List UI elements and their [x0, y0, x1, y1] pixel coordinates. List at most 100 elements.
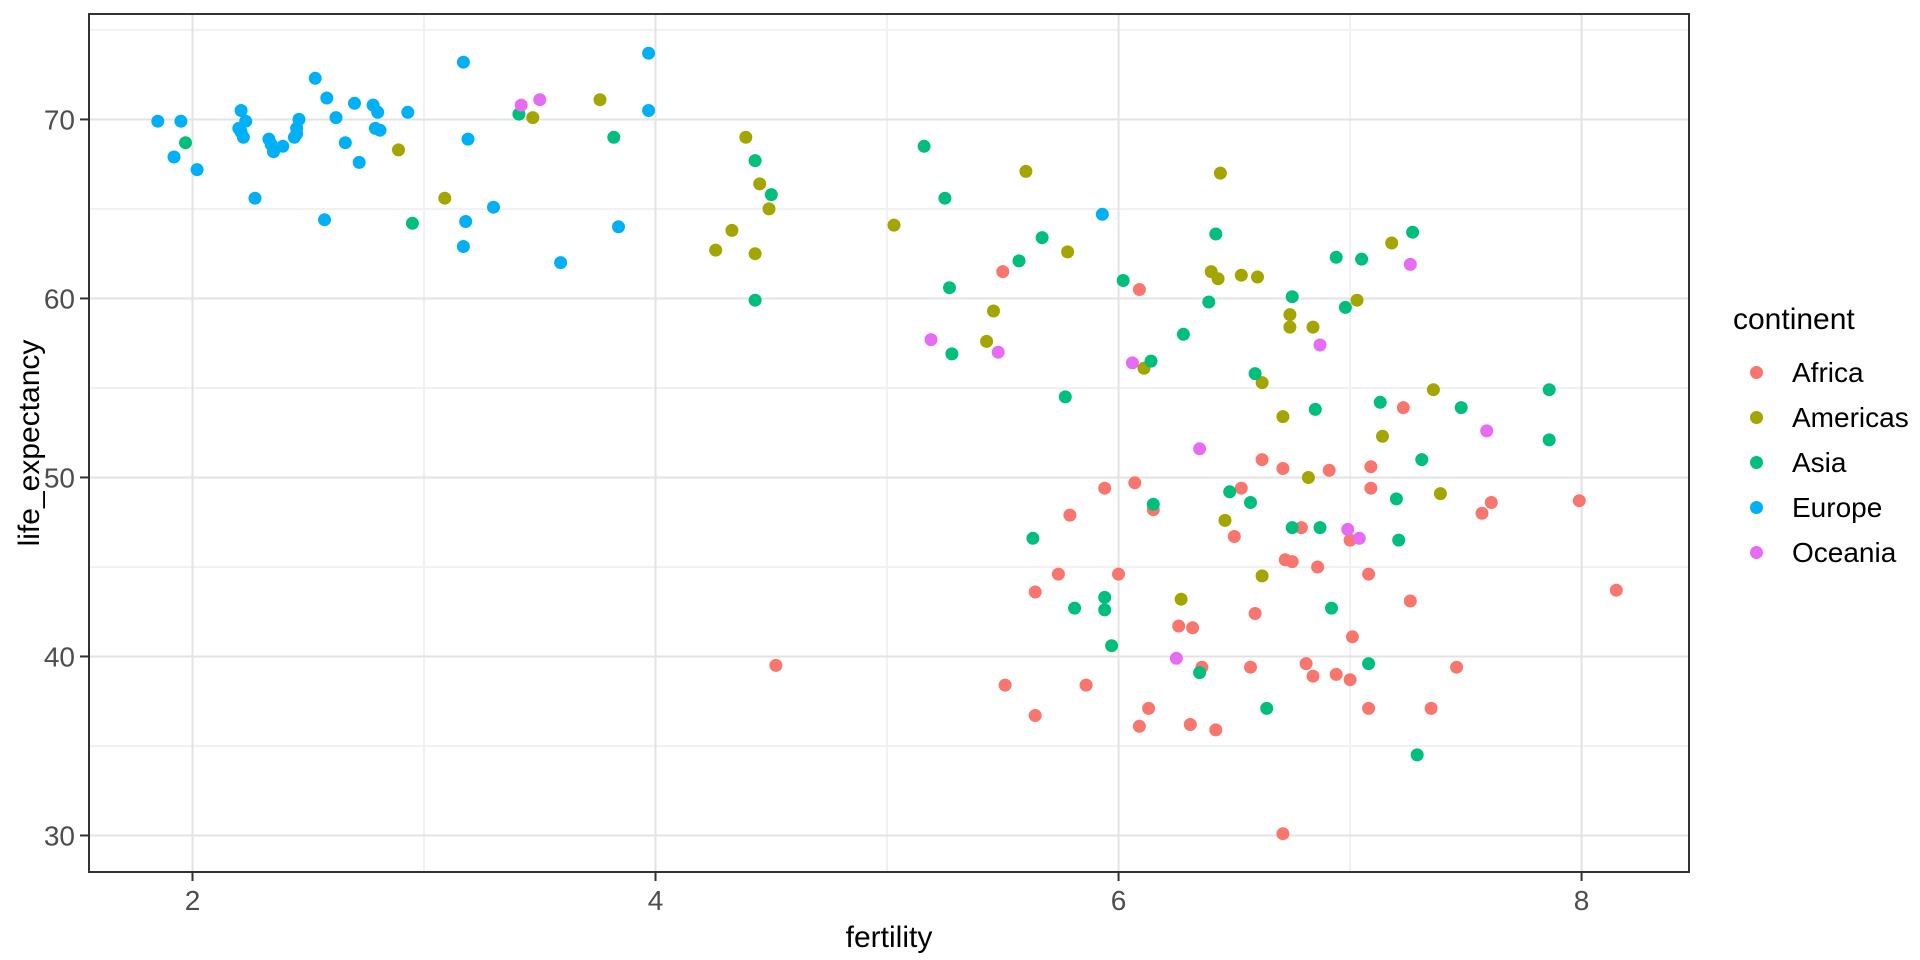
- data-point-asia: [1285, 521, 1299, 535]
- x-tick-label: 2: [185, 885, 201, 916]
- data-point-asia: [764, 188, 778, 202]
- data-point-europe: [456, 55, 470, 69]
- data-point-oceania: [1341, 522, 1355, 536]
- data-point-americas: [748, 247, 762, 261]
- y-tick-label: 40: [44, 641, 75, 672]
- data-point-africa: [1248, 607, 1262, 620]
- data-point-americas: [1061, 245, 1075, 259]
- legend-item-label: Oceania: [1792, 536, 1897, 568]
- data-point-africa: [1364, 481, 1378, 495]
- data-point-europe: [348, 96, 361, 110]
- legend-title: continent: [1733, 303, 1855, 336]
- y-tick-label: 60: [44, 283, 75, 314]
- data-point-asia: [748, 154, 762, 168]
- data-point-asia: [1325, 601, 1338, 615]
- data-point-africa: [1112, 567, 1125, 581]
- data-point-asia: [1223, 485, 1237, 499]
- data-point-asia: [748, 293, 762, 307]
- data-point-asia: [1098, 590, 1112, 604]
- data-point-africa: [1234, 481, 1248, 495]
- data-point-europe: [308, 71, 322, 85]
- data-point-asia: [1248, 367, 1262, 381]
- data-point-europe: [190, 163, 204, 177]
- data-point-africa: [1276, 827, 1290, 841]
- x-axis-title: fertility: [845, 921, 933, 954]
- data-point-africa: [1209, 723, 1223, 737]
- data-point-asia: [1068, 601, 1082, 615]
- data-point-europe: [338, 136, 352, 150]
- data-point-asia: [917, 139, 931, 153]
- data-point-asia: [1313, 521, 1327, 535]
- data-point-asia: [1362, 657, 1376, 671]
- legend-dot-icon: [1750, 366, 1763, 379]
- data-point-americas: [1283, 320, 1297, 334]
- legend-item-label: Americas: [1792, 401, 1909, 433]
- data-point-americas: [725, 223, 739, 237]
- data-point-americas: [1376, 429, 1389, 443]
- data-point-europe: [459, 215, 473, 228]
- data-point-asia: [1406, 225, 1420, 239]
- data-point-americas: [1385, 236, 1399, 250]
- data-point-americas: [709, 243, 723, 257]
- data-point-europe: [287, 130, 301, 144]
- legend-item-asia: Asia: [1733, 440, 1909, 485]
- data-point-asia: [943, 281, 956, 295]
- data-point-americas: [1218, 513, 1232, 527]
- data-point-europe: [373, 123, 387, 137]
- data-point-africa: [998, 678, 1012, 692]
- data-point-africa: [1475, 506, 1489, 520]
- data-point-africa: [996, 265, 1010, 279]
- y-axis-title: life_expectancy: [13, 339, 46, 547]
- data-point-americas: [1283, 308, 1297, 322]
- data-point-africa: [1364, 460, 1378, 474]
- data-point-americas: [987, 304, 1000, 318]
- data-point-americas: [526, 111, 540, 125]
- data-point-americas: [1019, 164, 1033, 178]
- legend-item-oceania: Oceania: [1733, 530, 1909, 575]
- legend-items: Africa Americas Asia Europe Oceania: [1733, 350, 1909, 575]
- data-point-europe: [1095, 207, 1109, 221]
- data-point-europe: [234, 104, 248, 117]
- data-point-europe: [248, 191, 262, 205]
- data-point-europe: [554, 256, 568, 270]
- legend-item-europe: Europe: [1733, 485, 1909, 530]
- data-point-africa: [1311, 560, 1325, 574]
- data-point-asia: [1146, 497, 1160, 511]
- data-point-europe: [329, 111, 343, 125]
- data-point-africa: [1362, 567, 1376, 581]
- data-point-asia: [1542, 383, 1556, 397]
- data-point-oceania: [1169, 651, 1183, 665]
- data-point-asia: [1285, 290, 1299, 304]
- data-point-americas: [392, 143, 405, 157]
- data-point-africa: [1132, 719, 1146, 733]
- data-point-africa: [1051, 567, 1065, 581]
- data-point-europe: [352, 155, 366, 169]
- data-point-asia: [1355, 252, 1369, 266]
- data-point-asia: [945, 347, 959, 361]
- data-point-oceania: [1125, 356, 1139, 370]
- legend-item-africa: Africa: [1733, 350, 1909, 395]
- data-point-americas: [753, 177, 767, 191]
- data-point-europe: [236, 130, 250, 144]
- data-point-asia: [1193, 666, 1207, 680]
- data-point-asia: [1058, 390, 1072, 404]
- data-point-americas: [1301, 471, 1315, 484]
- data-point-africa: [1450, 660, 1464, 674]
- legend-item-label: Europe: [1792, 491, 1883, 523]
- x-tick-label: 4: [648, 885, 664, 916]
- legend: continent Africa Americas Asia Europe Oceani…: [1733, 300, 1909, 575]
- legend-item-label: Asia: [1792, 446, 1847, 478]
- data-point-africa: [1255, 453, 1269, 467]
- data-point-americas: [1306, 320, 1320, 334]
- data-point-asia: [1035, 231, 1049, 245]
- data-point-africa: [1028, 709, 1042, 722]
- data-point-africa: [1403, 594, 1417, 608]
- data-point-asia: [405, 216, 419, 230]
- data-point-africa: [1186, 621, 1200, 635]
- data-point-europe: [461, 132, 475, 146]
- data-point-oceania: [1352, 531, 1366, 545]
- data-point-americas: [887, 218, 901, 232]
- panel-border: [88, 13, 1690, 873]
- data-point-asia: [1260, 701, 1274, 715]
